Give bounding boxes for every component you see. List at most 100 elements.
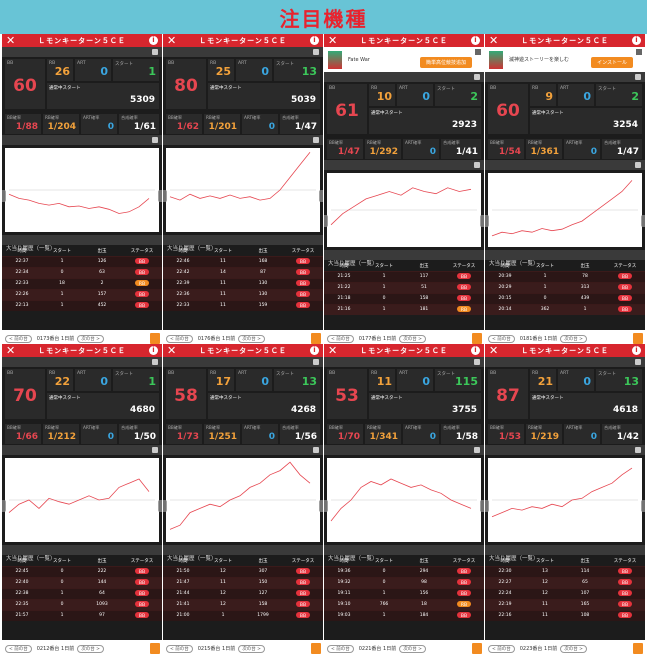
ad-close-icon[interactable] (636, 49, 642, 55)
prev-graph-arrow[interactable] (163, 500, 167, 512)
toggle-icon[interactable] (635, 447, 641, 453)
prev-machine-button[interactable]: < 前の台 (5, 644, 32, 653)
history-row[interactable]: 22:33 18 2 RB (2, 278, 162, 289)
history-row[interactable]: 22:13 1 452 BB (2, 300, 162, 311)
prev-graph-arrow[interactable] (324, 215, 328, 227)
toggle-icon[interactable] (313, 359, 319, 365)
share-icon[interactable] (150, 643, 160, 654)
toggle-icon[interactable] (474, 162, 480, 168)
history-row[interactable]: 22:40 0 144 BB (2, 577, 162, 588)
toggle-icon[interactable] (635, 162, 641, 168)
history-row[interactable]: 22:16 11 108 BB (485, 610, 645, 621)
toggle-icon[interactable] (152, 447, 158, 453)
prev-machine-button[interactable]: < 前の台 (166, 334, 193, 343)
history-row[interactable]: 22:33 11 159 BB (163, 300, 323, 311)
prev-machine-button[interactable]: < 前の台 (488, 644, 515, 653)
ad-install-button[interactable]: インストール (591, 57, 633, 68)
history-row[interactable]: 19:36 0 294 BB (324, 566, 484, 577)
next-machine-button[interactable]: 次の台 > (399, 334, 426, 343)
share-icon[interactable] (150, 333, 160, 344)
close-icon[interactable]: ✕ (489, 34, 499, 47)
close-icon[interactable]: ✕ (167, 344, 177, 357)
history-row[interactable]: 21:44 12 127 BB (163, 588, 323, 599)
history-row[interactable]: 19:32 0 98 BB (324, 577, 484, 588)
toggle-icon[interactable] (152, 49, 158, 55)
share-icon[interactable] (472, 333, 482, 344)
prev-graph-arrow[interactable] (485, 215, 489, 227)
history-row[interactable]: 20:15 0 439 BB (485, 293, 645, 304)
history-row[interactable]: 20:39 1 78 BB (485, 271, 645, 282)
history-row[interactable]: 21:47 11 150 BB (163, 577, 323, 588)
info-icon[interactable]: i (632, 36, 641, 45)
next-machine-button[interactable]: 次の台 > (238, 644, 265, 653)
history-row[interactable]: 22:24 12 107 BB (485, 588, 645, 599)
share-icon[interactable] (633, 333, 643, 344)
prev-machine-button[interactable]: < 前の台 (5, 334, 32, 343)
history-row[interactable]: 20:29 1 313 BB (485, 282, 645, 293)
history-row[interactable]: 19:03 1 184 BB (324, 610, 484, 621)
prev-graph-arrow[interactable] (163, 190, 167, 202)
next-graph-arrow[interactable] (641, 500, 645, 512)
next-machine-button[interactable]: 次の台 > (77, 644, 104, 653)
history-row[interactable]: 22:27 12 65 BB (485, 577, 645, 588)
history-row[interactable]: 19:10 766 18 RB (324, 599, 484, 610)
close-icon[interactable]: ✕ (167, 34, 177, 47)
share-icon[interactable] (633, 643, 643, 654)
next-machine-button[interactable]: 次の台 > (399, 644, 426, 653)
ad-banner[interactable]: Fate War 簡単高位競技追加 (324, 47, 484, 72)
history-row[interactable]: 21:18 0 158 BB (324, 293, 484, 304)
info-icon[interactable]: i (471, 36, 480, 45)
toggle-icon[interactable] (474, 74, 480, 80)
history-row[interactable]: 20:14 362 1 BB (485, 304, 645, 315)
close-icon[interactable]: ✕ (489, 344, 499, 357)
next-graph-arrow[interactable] (158, 500, 162, 512)
next-machine-button[interactable]: 次の台 > (77, 334, 104, 343)
history-row[interactable]: 22:39 11 130 BB (163, 278, 323, 289)
toggle-icon[interactable] (635, 359, 641, 365)
prev-machine-button[interactable]: < 前の台 (488, 334, 515, 343)
history-row[interactable]: 21:57 1 97 BB (2, 610, 162, 621)
share-icon[interactable] (472, 643, 482, 654)
close-icon[interactable]: ✕ (6, 344, 16, 357)
ad-install-button[interactable]: 簡単高位競技追加 (419, 57, 472, 68)
info-icon[interactable]: i (149, 36, 158, 45)
prev-graph-arrow[interactable] (324, 500, 328, 512)
history-row[interactable]: 21:25 1 117 BB (324, 271, 484, 282)
info-icon[interactable]: i (632, 346, 641, 355)
history-row[interactable]: 21:00 1 1799 BB (163, 610, 323, 621)
history-row[interactable]: 22:19 11 165 BB (485, 599, 645, 610)
close-icon[interactable]: ✕ (328, 34, 338, 47)
history-row[interactable]: 22:46 11 168 BB (163, 256, 323, 267)
history-row[interactable]: 22:26 1 157 BB (2, 289, 162, 300)
history-row[interactable]: 22:45 0 222 BB (2, 566, 162, 577)
next-graph-arrow[interactable] (480, 500, 484, 512)
prev-graph-arrow[interactable] (2, 500, 6, 512)
history-row[interactable]: 19:11 1 156 BB (324, 588, 484, 599)
share-icon[interactable] (311, 643, 321, 654)
history-row[interactable]: 22:30 13 114 BB (485, 566, 645, 577)
info-icon[interactable]: i (471, 346, 480, 355)
info-icon[interactable]: i (310, 36, 319, 45)
prev-graph-arrow[interactable] (485, 500, 489, 512)
toggle-icon[interactable] (313, 49, 319, 55)
share-icon[interactable] (311, 333, 321, 344)
next-graph-arrow[interactable] (480, 215, 484, 227)
history-row[interactable]: 21:41 12 158 BB (163, 599, 323, 610)
prev-machine-button[interactable]: < 前の台 (166, 644, 193, 653)
prev-machine-button[interactable]: < 前の台 (327, 644, 354, 653)
ad-banner[interactable]: 滅神遊ストーリーを楽しむ インストール (485, 47, 645, 72)
next-machine-button[interactable]: 次の台 > (560, 334, 587, 343)
next-graph-arrow[interactable] (319, 500, 323, 512)
toggle-icon[interactable] (313, 137, 319, 143)
history-row[interactable]: 21:22 1 51 BB (324, 282, 484, 293)
prev-machine-button[interactable]: < 前の台 (327, 334, 354, 343)
next-machine-button[interactable]: 次の台 > (560, 644, 587, 653)
history-row[interactable]: 22:42 14 87 BB (163, 267, 323, 278)
toggle-icon[interactable] (474, 359, 480, 365)
next-graph-arrow[interactable] (158, 190, 162, 202)
info-icon[interactable]: i (149, 346, 158, 355)
prev-graph-arrow[interactable] (2, 190, 6, 202)
close-icon[interactable]: ✕ (328, 344, 338, 357)
toggle-icon[interactable] (152, 359, 158, 365)
toggle-icon[interactable] (635, 74, 641, 80)
